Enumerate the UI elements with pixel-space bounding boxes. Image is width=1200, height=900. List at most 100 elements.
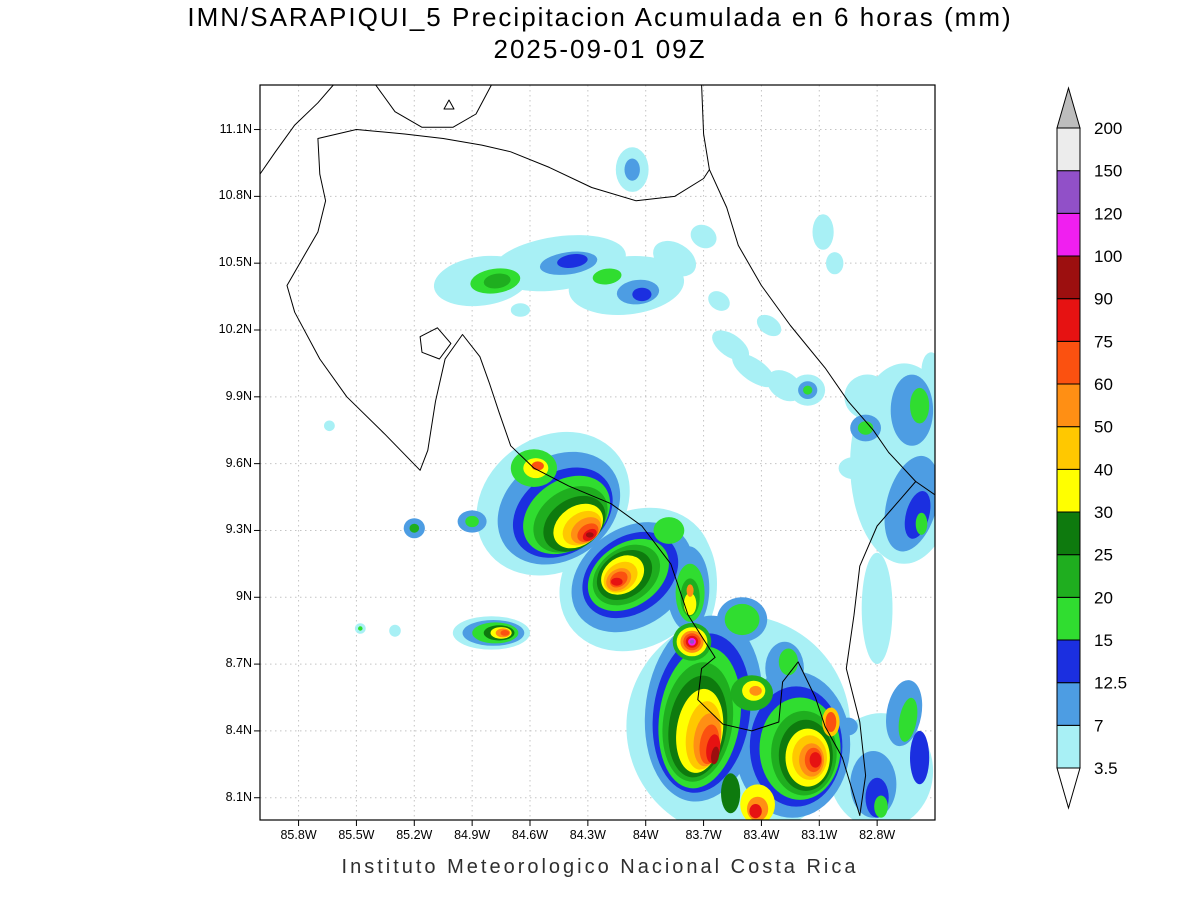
lon-tick-label: 85.2W <box>396 828 433 842</box>
precip-cell <box>324 420 335 432</box>
lon-tick-label: 82.8W <box>859 828 896 842</box>
colorbar-tick-label: 15 <box>1094 631 1113 650</box>
lon-tick-label: 84.9W <box>454 828 491 842</box>
lat-tick-label: 10.8N <box>218 188 252 203</box>
lon-tick-label: 84W <box>632 828 659 842</box>
lat-tick-label: 8.7N <box>225 656 252 671</box>
colorbar-segment <box>1056 426 1081 470</box>
precip-cell <box>910 730 930 785</box>
colorbar-segment <box>1056 255 1081 300</box>
precip-cell <box>803 385 813 395</box>
precip-cell <box>724 603 760 636</box>
colorbar-segment <box>1056 639 1081 684</box>
coastline-nicaragua-pacific <box>260 85 334 175</box>
lat-tick-label: 10.5N <box>218 255 252 270</box>
lat-tick-label: 9.6N <box>225 455 252 470</box>
lat-tick-label: 8.4N <box>225 722 252 737</box>
precipitation-map <box>254 84 936 826</box>
precip-cell <box>585 532 594 538</box>
precip-cell <box>531 461 544 471</box>
lon-tick-label: 84.3W <box>569 828 606 842</box>
colorbar-segment <box>1056 298 1081 342</box>
precip-cell <box>826 252 844 275</box>
precip-cell <box>732 353 776 388</box>
lon-tick-label: 83.7W <box>685 828 722 842</box>
colorbar-segment <box>1056 170 1081 214</box>
precip-cell <box>844 374 891 420</box>
coastline-coast-to-east-edge <box>915 481 935 496</box>
precip-cell <box>809 752 822 768</box>
axis-ticks <box>254 129 878 826</box>
precip-cell <box>632 287 652 302</box>
colorbar-tick-label: 20 <box>1094 588 1113 607</box>
chart-title: IMN/SARAPIQUI_5 Precipitacion Acumulada … <box>187 2 1013 32</box>
precip-cell <box>921 352 935 388</box>
lon-tick-label: 85.8W <box>280 828 317 842</box>
colorbar-tick-label: 12.5 <box>1094 674 1127 693</box>
precipitation-shading <box>324 147 935 820</box>
colorbar-tick-label: 50 <box>1094 418 1113 437</box>
colorbar-above-arrow-icon <box>1056 86 1081 129</box>
colorbar-tick-label: 25 <box>1094 546 1113 565</box>
precip-cell <box>686 584 694 597</box>
precip-cell <box>857 421 874 435</box>
precip-cell <box>483 273 511 289</box>
precip-cell <box>825 712 837 732</box>
colorbar-tick-label: 150 <box>1094 162 1122 181</box>
colorbar-segment <box>1056 596 1081 641</box>
precip-cell <box>690 224 717 249</box>
colorbar-segment <box>1056 340 1081 385</box>
colorbar-tick-label: 120 <box>1094 204 1122 223</box>
colorbar-segment <box>1056 383 1081 428</box>
precip-cell <box>653 517 685 544</box>
coastline-caribbean-north <box>701 85 710 170</box>
lon-tick-label: 83.1W <box>801 828 838 842</box>
island-marker-icon <box>443 99 455 110</box>
colorbar-segment <box>1056 127 1081 172</box>
precip-cell <box>861 552 893 665</box>
precip-cell <box>611 577 623 586</box>
coastline-lake-nicaragua-shore <box>375 85 492 128</box>
precip-cell <box>874 795 888 818</box>
footer-credit: Instituto Meteorologico Nacional Costa R… <box>341 856 859 878</box>
lat-tick-label: 11.1N <box>219 121 252 136</box>
precip-cell <box>749 685 762 696</box>
coastline-nicoya-gulf-loop <box>419 327 452 360</box>
colorbar-segment <box>1056 724 1081 769</box>
precip-cell <box>510 303 530 317</box>
colorbar-tick-label: 7 <box>1094 716 1103 735</box>
precip-cell <box>749 804 762 819</box>
colorbar-tick-label: 100 <box>1094 247 1122 266</box>
chart-valid-time: 2025-09-01 09Z <box>493 34 707 64</box>
lat-tick-label: 10.2N <box>218 322 252 336</box>
colorbar-tick-label: 200 <box>1094 119 1122 138</box>
coastlines <box>260 85 935 816</box>
lat-tick-label: 9.9N <box>225 388 252 403</box>
coastline-costa-rica <box>286 129 917 816</box>
colorbar-segment <box>1056 554 1081 598</box>
precip-cell <box>778 648 799 676</box>
precip-cell <box>910 387 930 424</box>
precip-cell <box>409 523 420 533</box>
lon-tick-label: 85.5W <box>338 828 375 842</box>
colorbar-tick-label: 60 <box>1094 375 1113 394</box>
colorbar-tick-label: 40 <box>1094 460 1113 479</box>
precip-cell <box>689 639 695 644</box>
lat-tick-label: 8.1N <box>225 789 252 804</box>
precip-cell <box>838 457 870 480</box>
colorbar-tick-label: 30 <box>1094 503 1113 522</box>
precip-cell <box>721 773 741 814</box>
precip-cell <box>465 515 479 528</box>
precip-cell <box>624 158 640 181</box>
colorbar-tick-label: 3.5 <box>1094 759 1118 778</box>
colorbar-segment <box>1056 511 1081 556</box>
precip-cell <box>389 624 401 637</box>
colorbar-tick-label: 90 <box>1094 290 1113 309</box>
lat-tick-label: 9.3N <box>225 522 252 537</box>
lon-tick-label: 83.4W <box>743 828 780 842</box>
colorbar-legend: 3.5 7 12.5 15 20 25 30 40 50 60 75 90 100 120 150 200 <box>1056 86 1127 810</box>
lon-tick-label: 84.6W <box>511 828 549 842</box>
precip-cell <box>898 697 918 742</box>
colorbar-segment <box>1056 682 1081 726</box>
